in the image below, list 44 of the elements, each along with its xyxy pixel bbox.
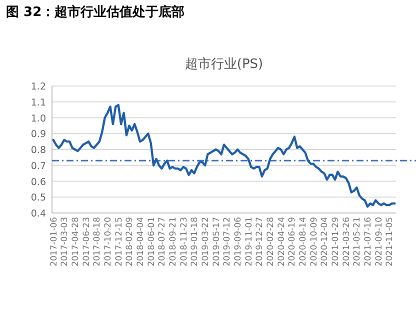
y-tick-label: 1.2 xyxy=(30,82,46,92)
x-tick-label: 2018-04-04 xyxy=(136,217,146,266)
y-tick-label: 1.1 xyxy=(30,97,46,108)
line-series xyxy=(52,104,396,208)
x-tick-label: 2019-03-22 xyxy=(201,217,212,266)
x-tick-label: 2020-02-28 xyxy=(266,217,276,266)
x-tick-label: 2019-07-12 xyxy=(222,217,233,266)
x-tick-label: 2018-02-09 xyxy=(125,217,136,266)
x-tick-label: 2020-10-09 xyxy=(309,217,320,266)
x-tick-label: 2021-11-05 xyxy=(385,217,396,266)
x-tick-label: 2018-06-01 xyxy=(146,217,157,266)
x-tick-label: 2017-04-28 xyxy=(71,217,82,266)
x-tick-label: 2019-01-18 xyxy=(190,217,200,266)
y-tick-label: 0.7 xyxy=(30,160,46,172)
x-tick-label: 2021-01-29 xyxy=(331,217,342,266)
x-tick-label: 2019-05-17 xyxy=(212,217,222,266)
x-tick-label: 2017-03-03 xyxy=(60,217,70,266)
x-tick-label: 2020-12-04 xyxy=(320,217,330,266)
x-tick-label: 2018-07-27 xyxy=(158,217,168,266)
x-tick-label: 2018-11-23 xyxy=(179,217,190,266)
x-tick-label: 2020-08-14 xyxy=(298,217,309,266)
y-tick-label: 0.9 xyxy=(30,129,46,140)
x-tick-label: 2020-04-24 xyxy=(276,217,287,266)
x-tick-label: 2017-12-15 xyxy=(114,217,124,266)
x-tick-label: 2017-01-06 xyxy=(49,217,60,266)
x-tick-label: 2017-10-20 xyxy=(104,217,114,266)
y-tick-label: 1.0 xyxy=(30,113,46,124)
x-tick-label: 2021-07-16 xyxy=(364,217,374,266)
y-tick-label: 0.6 xyxy=(30,176,46,188)
x-tick-label: 2020-06-19 xyxy=(288,217,298,266)
y-tick-label: 0.5 xyxy=(30,192,46,204)
x-tick-label: 2019-09-06 xyxy=(234,217,244,266)
x-tick-label: 2017-08-18 xyxy=(92,217,103,266)
x-tick-label: 2019-11-01 xyxy=(244,217,254,266)
x-tick-label: 2021-09-10 xyxy=(374,217,384,266)
chart-title: 图 32：超市行业估值处于底部 xyxy=(6,4,185,20)
y-tick-label: 0.8 xyxy=(30,145,46,156)
x-tick-label: 2021-05-21 xyxy=(352,217,363,266)
x-tick-label: 2017-06-23 xyxy=(82,217,92,266)
x-tick-label: 2021-03-26 xyxy=(342,217,352,266)
x-tick-label: 2018-09-21 xyxy=(168,217,179,266)
chart-subtitle: 超市行业(PS) xyxy=(184,57,264,72)
y-tick-label: 0.4 xyxy=(30,208,46,220)
x-tick-label: 2019-12-27 xyxy=(255,217,266,266)
